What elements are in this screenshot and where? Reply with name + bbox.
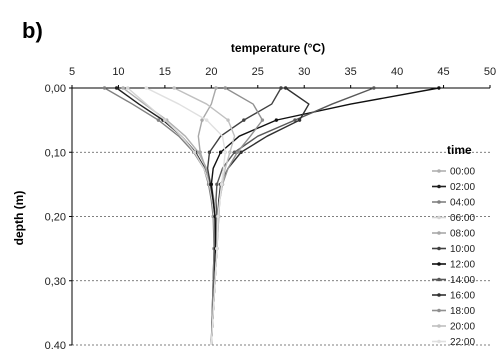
series-point — [198, 150, 202, 154]
series-point — [102, 86, 107, 90]
series-point — [144, 86, 149, 90]
y-axis-title: depth (m) — [12, 191, 26, 246]
series-point — [216, 214, 220, 219]
series-point — [204, 118, 209, 122]
series-point — [214, 86, 218, 90]
axis-layer: 5 10 15 20 25 30 35 40 45 50 0,00 0,10 0,20 0,30 0.40 — [45, 66, 497, 351]
series-point — [172, 86, 176, 90]
series-point — [121, 86, 125, 90]
legend-marker — [437, 293, 441, 297]
series-point — [219, 182, 224, 187]
legend-label: 10:00 — [450, 244, 475, 255]
legend-marker — [437, 184, 441, 189]
series-point — [372, 86, 376, 90]
legend-marker — [437, 215, 441, 220]
legend-marker — [437, 231, 441, 235]
x-tick-label: 45 — [437, 66, 449, 78]
series-point — [209, 182, 214, 187]
legend-marker — [437, 169, 441, 173]
legend-label: 06:00 — [450, 213, 475, 224]
series-point — [260, 118, 265, 122]
series-point — [232, 150, 237, 154]
legend-marker — [437, 308, 441, 313]
legend-label: 16:00 — [450, 291, 475, 302]
x-tick-label: 20 — [205, 66, 217, 78]
y-tick-label: 0.40 — [45, 340, 66, 351]
x-tick-label: 40 — [391, 66, 403, 78]
x-tick-label: 5 — [69, 66, 75, 78]
legend-label: 00:00 — [450, 167, 475, 178]
series-point — [242, 118, 246, 122]
grid-layer — [72, 151, 490, 346]
series-point — [163, 118, 167, 122]
legend-label: 02:00 — [450, 182, 475, 193]
legend-marker — [437, 324, 441, 328]
series-point — [293, 118, 297, 122]
legend-label: 12:00 — [450, 260, 475, 271]
series-point — [239, 150, 243, 154]
series-point — [114, 86, 119, 90]
y-tick-label: 0,30 — [45, 276, 66, 288]
x-tick-label: 30 — [298, 66, 310, 78]
x-tick-label: 35 — [345, 66, 357, 78]
series-point — [228, 150, 232, 154]
legend-marker — [437, 277, 441, 282]
y-tick-label: 0,00 — [45, 83, 66, 95]
legend-label: 22:00 — [450, 337, 475, 348]
x-tick-label: 15 — [159, 66, 171, 78]
y-tick-label: 0,20 — [45, 212, 66, 224]
legend-marker — [437, 262, 441, 266]
legend-label: 14:00 — [450, 275, 475, 286]
legend-label: 20:00 — [450, 322, 475, 333]
legend-title: time — [447, 143, 472, 157]
x-axis-title: temperature (°C) — [231, 41, 325, 55]
series-point — [279, 86, 283, 90]
series-point — [192, 150, 197, 154]
series-point — [207, 150, 212, 154]
series-point — [235, 150, 240, 154]
legend: time 00:00 02:00 04:00 06:00 08:00 10:00 12:00… — [432, 143, 475, 348]
legend-marker — [437, 200, 441, 204]
x-tick-label: 10 — [112, 66, 124, 78]
series-point — [126, 86, 130, 90]
legend-label: 08:00 — [450, 229, 475, 240]
legend-label: 18:00 — [450, 306, 475, 317]
series-layer — [102, 86, 441, 346]
series-point — [215, 182, 219, 187]
legend-label: 04:00 — [450, 198, 475, 209]
series-point — [218, 150, 223, 154]
y-tick-label: 0,10 — [45, 147, 66, 159]
series-point — [223, 150, 227, 154]
panel-label: b) — [22, 18, 43, 43]
series-point — [283, 86, 288, 90]
series-point — [223, 86, 227, 90]
series-point — [297, 118, 302, 122]
series-point — [437, 86, 441, 90]
x-tick-label: 50 — [484, 66, 496, 78]
series-point — [200, 118, 204, 122]
series-point — [156, 118, 161, 122]
legend-marker — [437, 339, 441, 344]
series-point — [274, 118, 279, 122]
series-point — [226, 118, 230, 122]
legend-marker — [437, 246, 441, 251]
x-tick-label: 25 — [252, 66, 264, 78]
series-point — [215, 246, 219, 251]
